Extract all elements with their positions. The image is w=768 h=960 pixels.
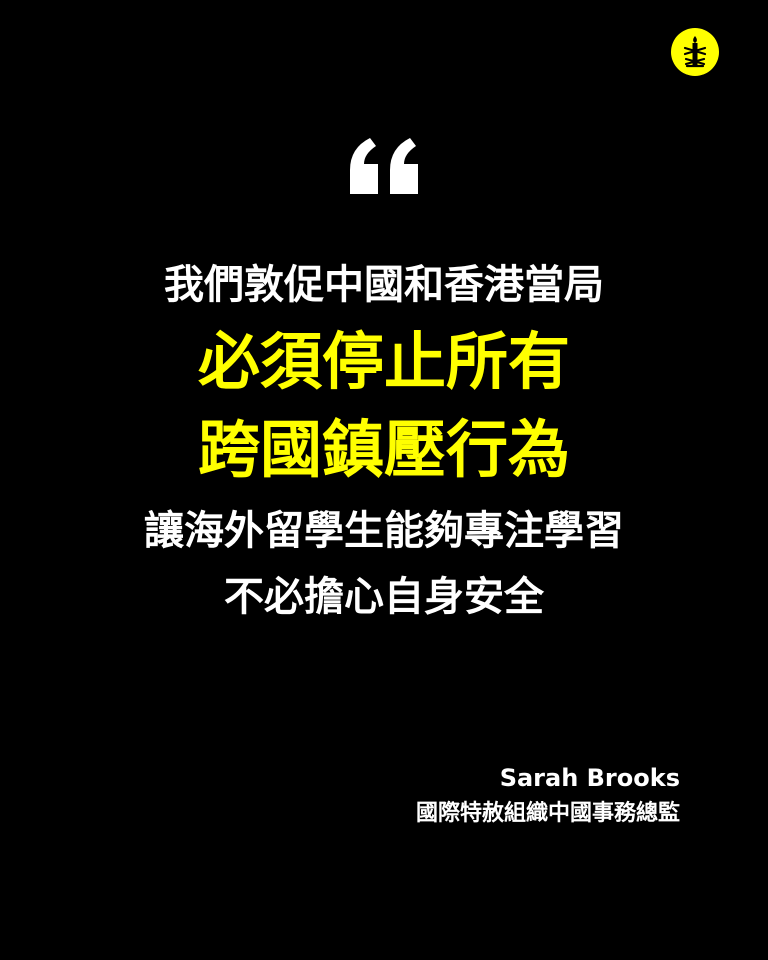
open-quote-mark: “	[0, 136, 768, 196]
speaker-name: Sarah Brooks	[499, 764, 680, 792]
quote-icon	[350, 138, 418, 194]
quote-line-3-highlight: 跨國鎮壓行為	[197, 413, 570, 486]
candle-barbed-wire-icon	[671, 28, 719, 76]
amnesty-logo	[671, 28, 719, 76]
speaker-title: 國際特赦組織中國事務總監	[415, 801, 680, 826]
attribution: Sarah Brooks 國際特赦組織中國事務總監	[416, 760, 680, 832]
quote-body: 我們敦促中國和香港當局 必須停止所有 跨國鎮壓行為 讓海外留學生能夠專注學習 不…	[0, 252, 768, 630]
quote-line-1: 我們敦促中國和香港當局	[164, 262, 604, 308]
quote-line-2-highlight: 必須停止所有	[197, 325, 570, 398]
quote-line-4: 讓海外留學生能夠專注學習	[144, 508, 624, 554]
quote-line-5: 不必擔心自身安全	[224, 574, 544, 620]
